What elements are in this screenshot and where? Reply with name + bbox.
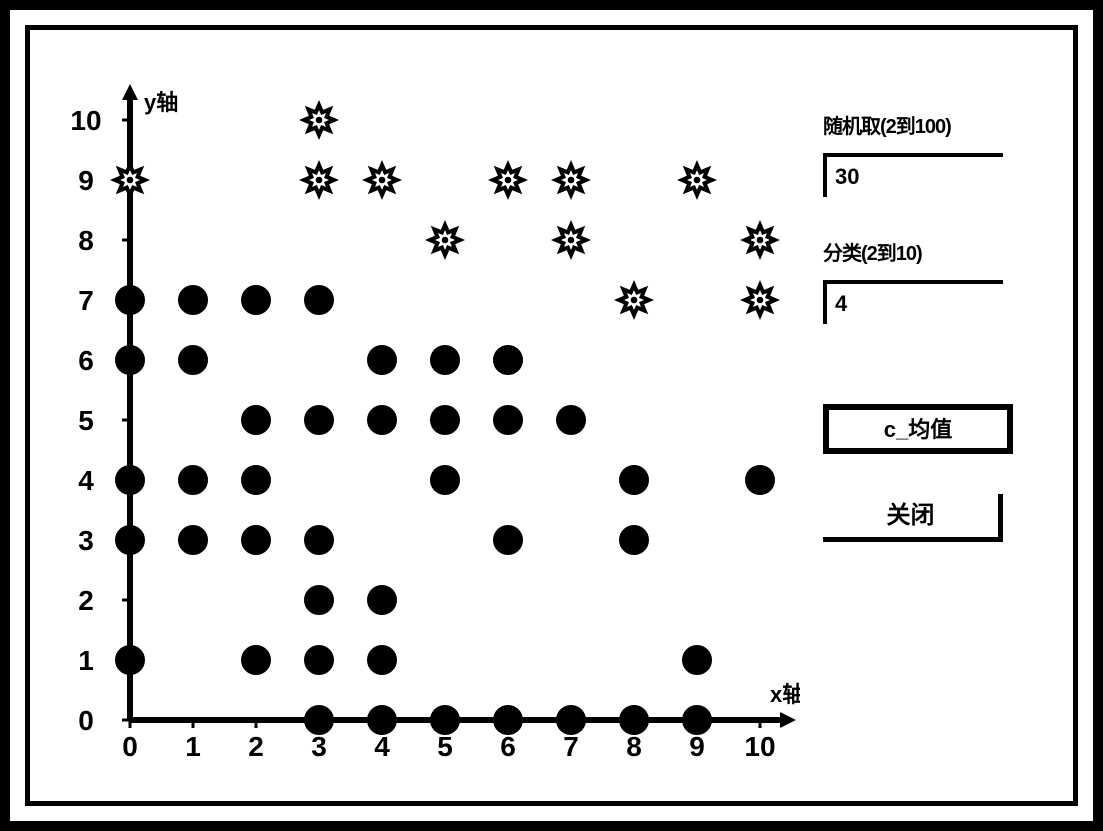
svg-text:6: 6 [500, 731, 516, 762]
random-points-group: 随机取(2到100) [823, 110, 1043, 197]
outer-frame: 0 1 2 3 4 5 6 7 8 9 10 0 1 2 3 4 5 6 7 8 9 10 x轴 y轴 随机取(2到100) … [0, 0, 1103, 831]
point-cluster_a [305, 286, 333, 314]
plot-svg: 0 1 2 3 4 5 6 7 8 9 10 0 1 2 3 4 5 6 7 8 9 10 x轴 y轴 [60, 60, 800, 780]
point-cluster_a [242, 286, 270, 314]
point-cluster_a [557, 706, 585, 734]
point-cluster_a [431, 706, 459, 734]
svg-text:6: 6 [78, 345, 94, 376]
clusters-input[interactable] [823, 280, 1003, 324]
svg-text:5: 5 [78, 405, 94, 436]
point-cluster_a [242, 406, 270, 434]
scatter-chart: 0 1 2 3 4 5 6 7 8 9 10 0 1 2 3 4 5 6 7 8 9 10 x轴 y轴 [60, 60, 800, 780]
svg-text:1: 1 [185, 731, 201, 762]
point-cluster_a [305, 646, 333, 674]
run-button[interactable]: c_均值 [823, 404, 1013, 454]
point-cluster_a [494, 706, 522, 734]
svg-text:1: 1 [78, 645, 94, 676]
svg-text:10: 10 [70, 105, 101, 136]
svg-text:9: 9 [689, 731, 705, 762]
svg-text:2: 2 [248, 731, 264, 762]
clusters-label: 分类(2到10) [823, 237, 1043, 266]
point-cluster_a [683, 646, 711, 674]
point-cluster_a [431, 346, 459, 374]
point-cluster_a [746, 466, 774, 494]
point-cluster_a [368, 586, 396, 614]
point-cluster_a [494, 346, 522, 374]
point-cluster_a [179, 286, 207, 314]
point-cluster_a [305, 406, 333, 434]
svg-text:5: 5 [437, 731, 453, 762]
point-cluster_a [368, 646, 396, 674]
svg-text:x轴: x轴 [770, 682, 800, 707]
point-cluster_a [683, 706, 711, 734]
point-cluster_a [620, 526, 648, 554]
point-cluster_a [620, 466, 648, 494]
point-cluster_a [431, 406, 459, 434]
point-cluster_a [116, 526, 144, 554]
random-points-input[interactable] [823, 153, 1003, 197]
point-cluster_a [368, 346, 396, 374]
point-cluster_a [242, 646, 270, 674]
point-cluster_a [242, 466, 270, 494]
point-cluster_a [368, 706, 396, 734]
svg-text:8: 8 [626, 731, 642, 762]
svg-text:7: 7 [78, 285, 94, 316]
point-cluster_a [620, 706, 648, 734]
point-cluster_a [305, 526, 333, 554]
random-points-label: 随机取(2到100) [823, 110, 1043, 139]
controls-panel: 随机取(2到100) 分类(2到10) c_均值 关闭 [823, 110, 1043, 542]
svg-text:0: 0 [122, 731, 138, 762]
point-cluster_a [305, 586, 333, 614]
point-cluster_a [431, 466, 459, 494]
point-cluster_a [116, 286, 144, 314]
point-cluster_a [179, 526, 207, 554]
svg-text:4: 4 [374, 731, 390, 762]
clusters-group: 分类(2到10) [823, 237, 1043, 324]
point-cluster_a [242, 526, 270, 554]
inner-frame: 0 1 2 3 4 5 6 7 8 9 10 0 1 2 3 4 5 6 7 8 9 10 x轴 y轴 随机取(2到100) … [25, 25, 1078, 806]
point-cluster_a [116, 346, 144, 374]
point-cluster_a [557, 406, 585, 434]
point-cluster_a [305, 706, 333, 734]
svg-text:8: 8 [78, 225, 94, 256]
svg-text:3: 3 [311, 731, 327, 762]
point-cluster_a [368, 406, 396, 434]
svg-text:0: 0 [78, 705, 94, 736]
point-cluster_a [179, 466, 207, 494]
point-cluster_a [116, 466, 144, 494]
point-cluster_a [494, 526, 522, 554]
point-cluster_a [494, 406, 522, 434]
svg-text:4: 4 [78, 465, 94, 496]
svg-text:9: 9 [78, 165, 94, 196]
point-cluster_a [179, 346, 207, 374]
svg-text:10: 10 [744, 731, 775, 762]
svg-text:2: 2 [78, 585, 94, 616]
svg-text:3: 3 [78, 525, 94, 556]
close-button[interactable]: 关闭 [823, 494, 1003, 542]
point-cluster_a [116, 646, 144, 674]
svg-text:y轴: y轴 [144, 90, 178, 115]
svg-text:7: 7 [563, 731, 579, 762]
